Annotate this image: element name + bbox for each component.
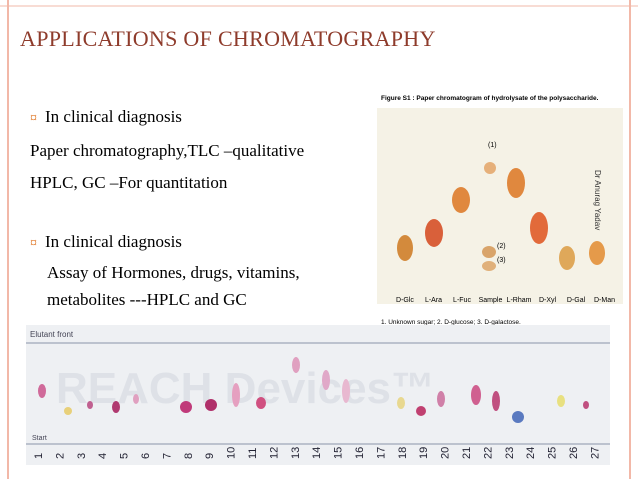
lane-number: 16: [354, 447, 366, 459]
bullet-item: ¤ In clinical diagnosis: [30, 107, 182, 127]
lane-number: 10: [226, 447, 238, 459]
spot-label: (1): [488, 142, 497, 149]
lane-number: 21: [461, 447, 473, 459]
figure-chromatogram: Figure S1 : Paper chromatogram of hydrol…: [371, 88, 627, 330]
slide-title: APPLICATIONS OF CHROMATOGRAPHY: [20, 26, 436, 51]
bullet-text: In clinical diagnosis: [45, 232, 182, 251]
lane-number: 19: [418, 447, 430, 459]
bullet-icon: ¤: [30, 111, 37, 126]
lane-label: L-Ara: [425, 297, 442, 304]
front-label: Elutant front: [30, 330, 74, 339]
credit: Dr Anurag Yadav: [593, 170, 602, 230]
lane-label: Sample: [479, 297, 503, 304]
spots: [38, 357, 589, 423]
lane-number: 25: [547, 447, 559, 459]
lane-number: 3: [76, 453, 88, 459]
lane-number: 20: [440, 447, 452, 459]
lane-number: 6: [140, 453, 152, 459]
lane-number: 24: [525, 447, 537, 459]
lane-number: 4: [97, 453, 109, 459]
bullet-text: In clinical diagnosis: [45, 107, 182, 126]
start-label: Start: [32, 435, 47, 442]
figure-footnote: 1. Unknown sugar; 2. D-glucose; 3. D-gal…: [381, 319, 521, 326]
lane-number: 12: [268, 447, 280, 459]
figure-caption: Figure S1 : Paper chromatogram of hydrol…: [381, 95, 599, 102]
spot-label: (3): [497, 257, 506, 264]
bullet-icon: ¤: [30, 236, 37, 251]
spots: [397, 162, 605, 271]
lane-number: 14: [311, 447, 323, 459]
lane-label: L-Rham: [507, 297, 532, 304]
lane-number: 7: [161, 453, 173, 459]
lane-label: D-Xyl: [539, 297, 557, 304]
bullet-item: Assay of Hormones, drugs, vitamins,: [47, 263, 300, 283]
bullet-item: HPLC, GC –For quantitation: [30, 173, 227, 193]
lane-number: 17: [375, 447, 387, 459]
bullet-text: Assay of Hormones, drugs, vitamins,: [47, 263, 300, 282]
lane-number: 18: [397, 447, 409, 459]
lane-number: 8: [183, 453, 195, 459]
bullet-text: HPLC, GC –For quantitation: [30, 173, 228, 192]
lane-number: 15: [333, 447, 345, 459]
lane-label: D-Gal: [567, 297, 586, 304]
bullet-item: Paper chromatography,TLC –qualitative: [30, 141, 304, 161]
lane-number: 23: [504, 447, 516, 459]
bullet-text: Paper chromatography,TLC –qualitative: [30, 141, 305, 160]
lane-number: 13: [290, 447, 302, 459]
spot-label: (2): [497, 243, 506, 250]
bullet-text: metabolites ---HPLC and GC: [47, 290, 247, 309]
lane-number: 27: [589, 447, 601, 459]
lane-number: 1: [33, 453, 45, 459]
lane-number: 11: [247, 448, 259, 459]
lane-label: D-Man: [594, 297, 615, 304]
lane-number: 5: [119, 453, 131, 459]
lane-label: L-Fuc: [453, 297, 471, 304]
lane-number: 22: [482, 447, 494, 459]
lane-number: 2: [54, 453, 66, 459]
lane-number: 26: [568, 447, 580, 459]
lane-number: 9: [204, 453, 216, 459]
bullet-item: ¤ In clinical diagnosis: [30, 232, 182, 252]
lane-label: D-Glc: [396, 297, 414, 304]
bullet-item: metabolites ---HPLC and GC: [47, 290, 247, 310]
